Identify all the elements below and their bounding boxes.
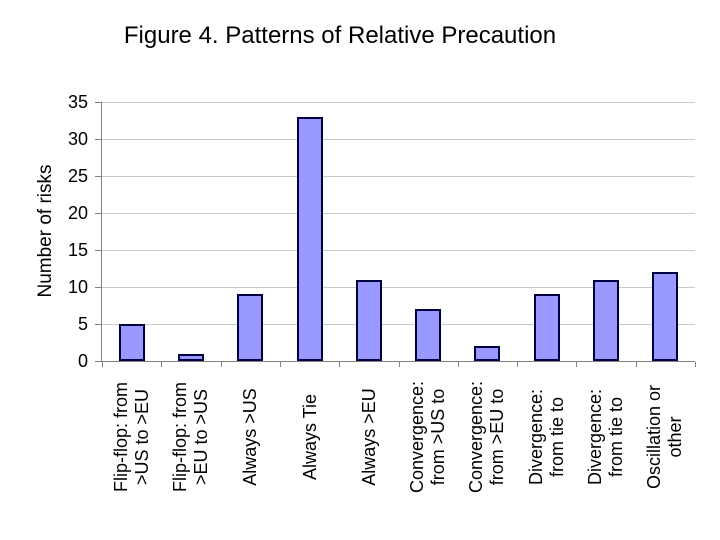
x-category-label-line: Divergence:	[585, 388, 606, 486]
bar	[415, 309, 442, 361]
y-tick-label: 5	[77, 314, 88, 334]
x-category-label-line: Flip-flop: from	[110, 381, 131, 493]
y-axis-tick	[95, 102, 101, 103]
x-category-label-line: Always >EU	[358, 388, 379, 486]
x-category-label-line: Convergence:	[466, 380, 487, 494]
bar	[118, 324, 145, 361]
gridline	[102, 287, 695, 288]
x-category-label-line: from >EU to	[487, 388, 508, 486]
x-category-label: Always Tie	[288, 362, 332, 512]
x-axis-tick	[220, 362, 222, 367]
y-axis-tick	[95, 361, 101, 362]
bar	[474, 346, 501, 361]
x-axis-tick	[161, 362, 163, 367]
y-tick-label: 30	[67, 129, 88, 149]
gridline	[102, 250, 695, 251]
x-category-label: Flip-flop: from >EU to >US	[169, 362, 213, 512]
bar	[533, 294, 560, 361]
x-axis-tick	[279, 362, 281, 367]
plot-area	[95, 102, 696, 367]
x-axis-tick	[457, 362, 459, 367]
gridline	[102, 102, 695, 103]
x-category-label-line: Always >US	[239, 388, 260, 486]
x-category-label-line: Oscillation or	[644, 384, 665, 490]
x-category-label: Oscillation or other	[643, 362, 687, 512]
gridline	[102, 176, 695, 177]
y-tick-label: 25	[67, 166, 88, 186]
gridline	[102, 139, 695, 140]
x-category-label-line: >EU to >US	[190, 388, 211, 486]
x-axis-tick	[635, 362, 637, 367]
bar	[296, 116, 323, 361]
bar	[593, 279, 620, 361]
x-axis-tick	[695, 362, 696, 367]
y-tick-label: 15	[67, 240, 88, 260]
y-axis-tick	[95, 324, 101, 325]
x-category-label: Divergence: from tie to	[584, 362, 628, 512]
x-category-label-line: Always Tie	[299, 393, 320, 481]
gridline	[102, 213, 695, 214]
y-axis-tick	[95, 287, 101, 288]
x-axis-line	[101, 361, 695, 362]
bar	[177, 353, 204, 361]
y-tick-label: 20	[67, 203, 88, 223]
x-category-label: Always >US	[228, 362, 272, 512]
x-category-label-line: from >US to	[428, 388, 449, 486]
x-axis-tick	[398, 362, 400, 367]
y-axis-line	[101, 102, 102, 362]
x-category-label-line: Convergence:	[407, 380, 428, 494]
x-category-label: Convergence: from >US to	[406, 362, 450, 512]
y-tick-label: 35	[67, 92, 88, 112]
x-category-label: Always >EU	[347, 362, 391, 512]
x-category-label: Flip-flop: from >US to >EU	[110, 362, 154, 512]
x-axis-tick	[576, 362, 578, 367]
x-category-label-line: Flip-flop: from	[169, 381, 190, 493]
gridline	[102, 324, 695, 325]
x-axis-tick	[102, 362, 103, 367]
bar	[355, 279, 382, 361]
x-category-label-line: from tie to	[546, 396, 567, 478]
x-axis-tick	[339, 362, 341, 367]
y-axis-tick	[95, 250, 101, 251]
y-axis-tick	[95, 213, 101, 214]
bar	[652, 272, 679, 361]
x-category-label-line: from tie to	[606, 396, 627, 478]
x-axis-tick	[517, 362, 519, 367]
x-category-label-line: other	[665, 416, 686, 458]
y-axis-tick	[95, 176, 101, 177]
x-category-label-line: >US to >EU	[131, 388, 152, 486]
x-category-label: Convergence: from >EU to	[465, 362, 509, 512]
x-category-label: Divergence: from tie to	[525, 362, 569, 512]
y-tick-label: 0	[77, 351, 88, 371]
y-axis-tick	[95, 139, 101, 140]
y-tick-label: 10	[67, 277, 88, 297]
chart-title: Figure 4. Patterns of Relative Precautio…	[123, 22, 557, 49]
bar	[237, 294, 264, 361]
x-category-label-line: Divergence:	[525, 388, 546, 486]
